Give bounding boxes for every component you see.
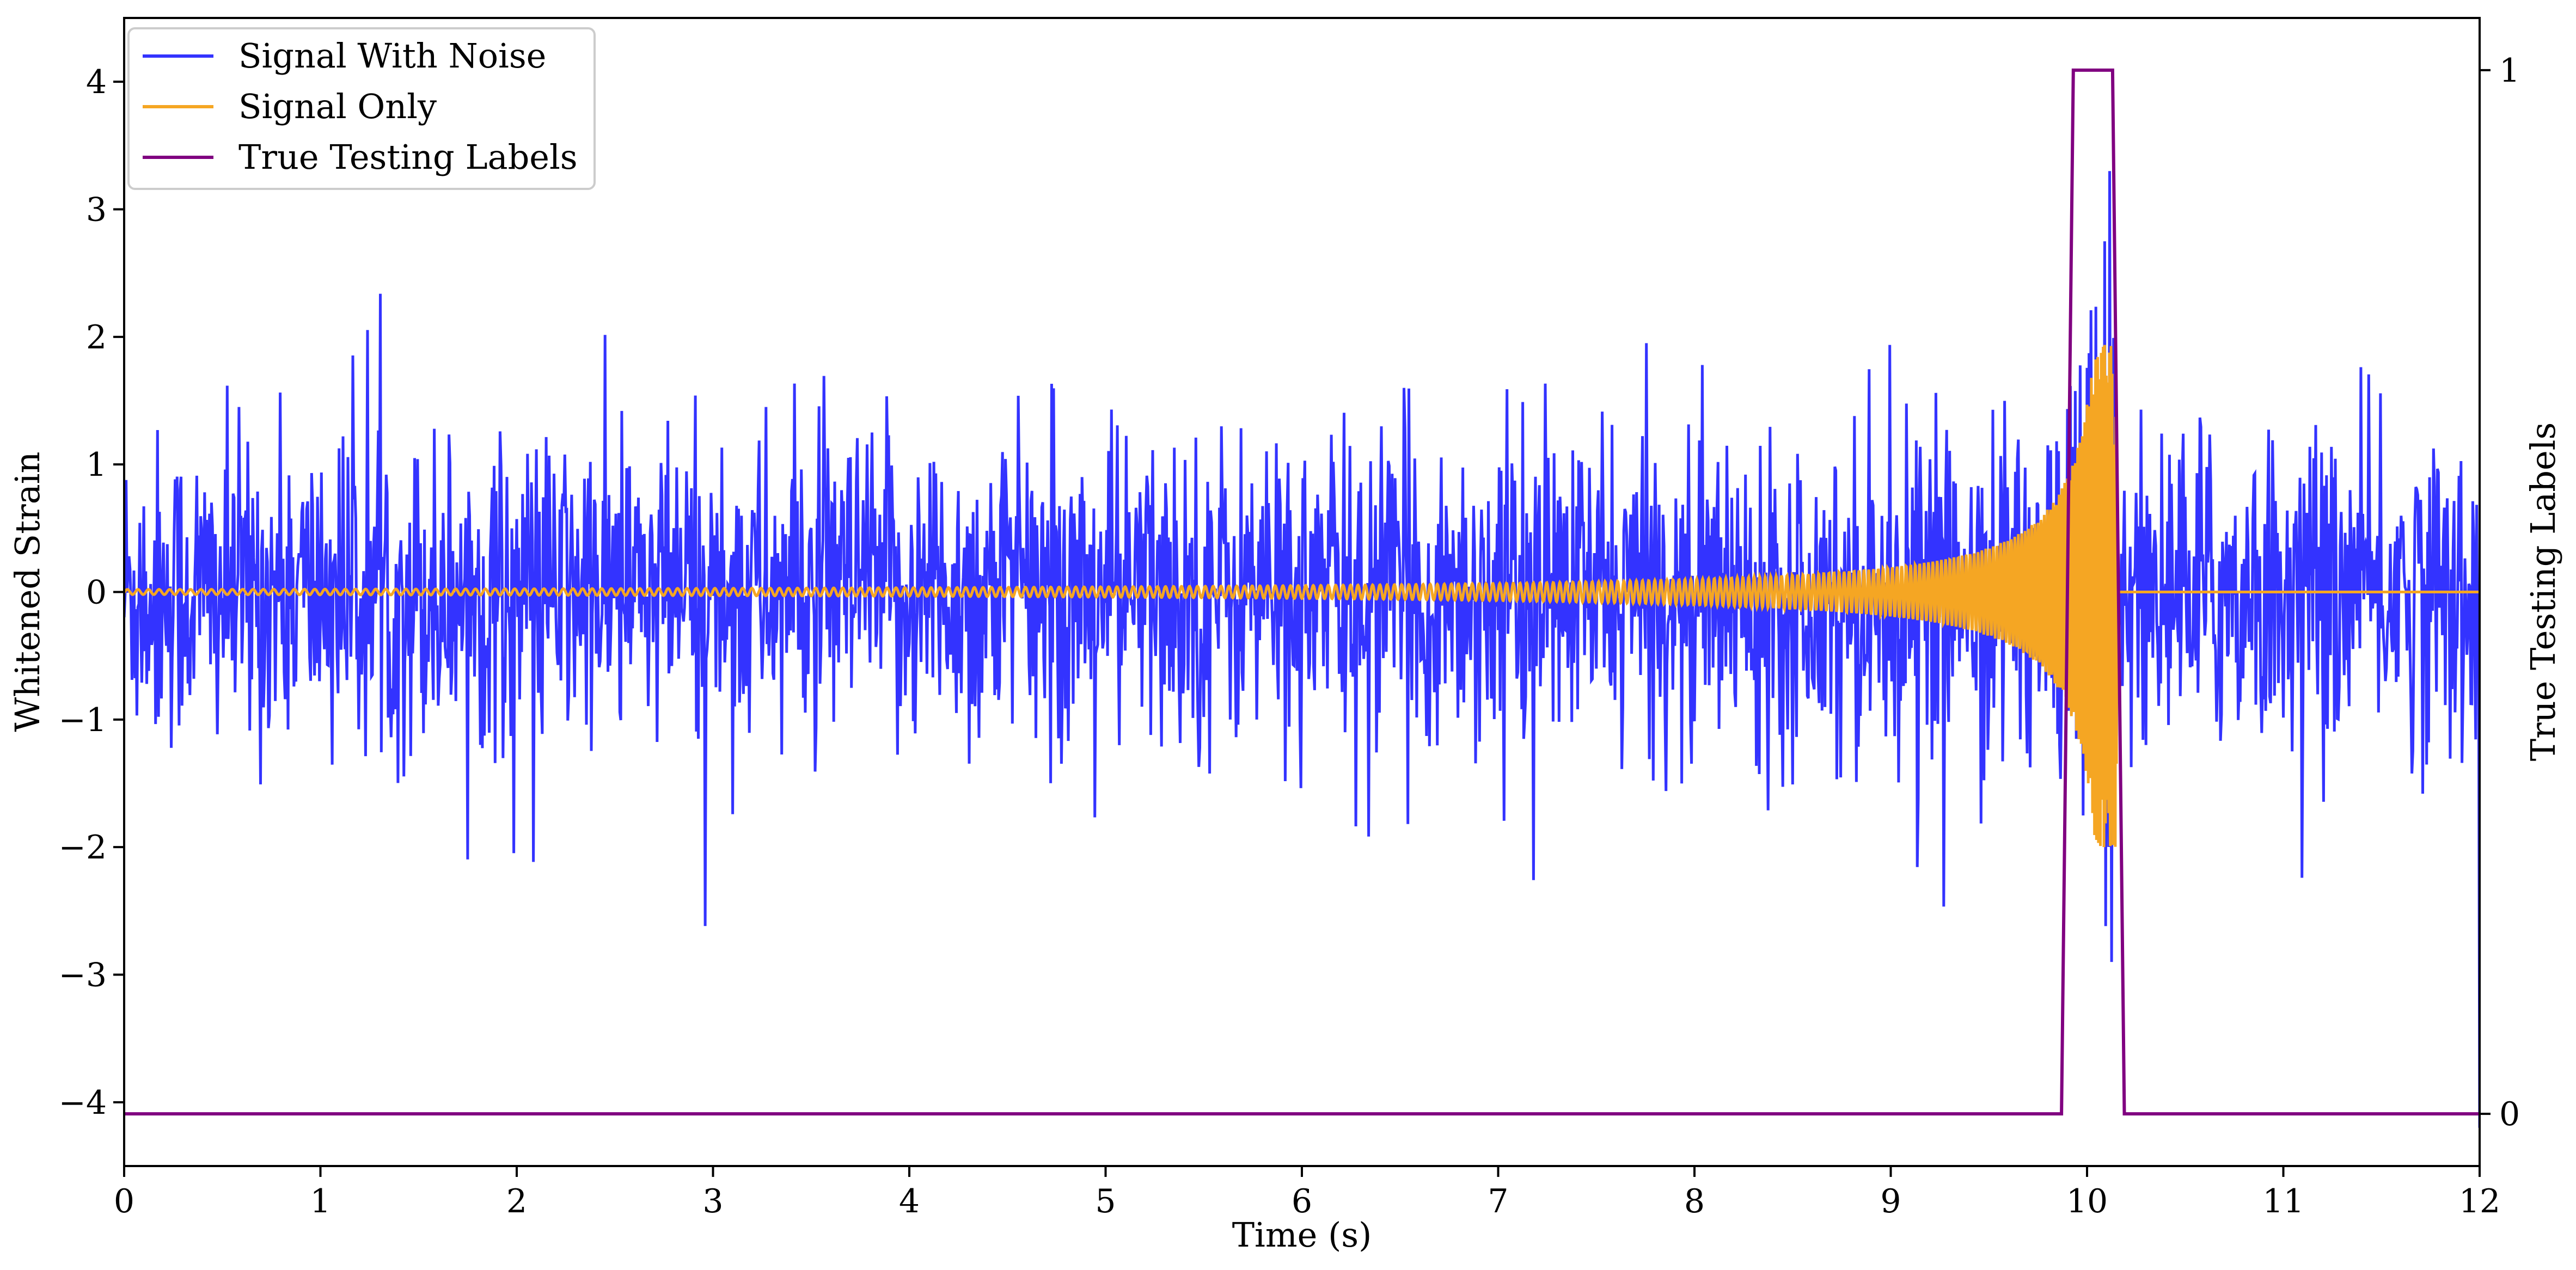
legend-label-signal-only: Signal Only (238, 87, 437, 126)
x-tick-label: 10 (2066, 1182, 2108, 1220)
y-left-tick-label: −4 (59, 1084, 107, 1122)
y-left-tick-label: −1 (59, 701, 107, 739)
y-left-tick-label: −3 (59, 956, 107, 995)
x-tick-label: 2 (506, 1182, 527, 1220)
y-left-tick-label: 2 (86, 318, 107, 357)
legend-label-true-labels: True Testing Labels (238, 137, 578, 177)
y-right-tick-label: 1 (2499, 52, 2520, 90)
y-axis-right-label: True Testing Labels (2523, 422, 2563, 762)
x-tick-label: 3 (702, 1182, 723, 1220)
y-left-tick-label: −2 (59, 829, 107, 867)
x-tick-label: 4 (899, 1182, 920, 1220)
y-left-tick-label: 3 (86, 191, 107, 229)
plot-area (124, 68, 2480, 1128)
y-axis-left-label: Whitened Strain (8, 452, 47, 732)
x-tick-label: 6 (1292, 1182, 1312, 1220)
x-tick-label: 5 (1095, 1182, 1116, 1220)
x-tick-label: 0 (114, 1182, 134, 1220)
series-signal-with-noise (124, 171, 2480, 1128)
series-layer (124, 68, 2480, 1128)
y-right-tick-label: 0 (2499, 1095, 2520, 1133)
y-left-tick-label: 0 (86, 574, 107, 612)
series-signal-only (124, 345, 2480, 848)
x-tick-label: 7 (1488, 1182, 1508, 1220)
x-axis-label: Time (s) (1232, 1215, 1372, 1255)
y-left-tick-label: 1 (86, 446, 107, 484)
legend: Signal With Noise Signal Only True Testi… (127, 27, 596, 190)
x-tick-label: 9 (1880, 1182, 1901, 1220)
legend-box (127, 27, 596, 190)
y-left-tick-label: 4 (86, 63, 107, 101)
x-tick-label: 1 (310, 1182, 331, 1220)
series-true-testing-labels (124, 68, 2480, 1116)
x-axis: 0 1 2 3 4 5 6 7 8 9 10 11 12 (114, 1166, 2500, 1220)
x-tick-label: 11 (2262, 1182, 2304, 1220)
y-axis-right: 01 (2480, 52, 2520, 1133)
x-tick-label: 12 (2459, 1182, 2500, 1220)
legend-label-signal-noise: Signal With Noise (238, 36, 546, 76)
y-axis-left: −4 −3 −2 −1 0 1 2 3 4 (59, 63, 124, 1122)
x-tick-label: 8 (1684, 1182, 1705, 1220)
